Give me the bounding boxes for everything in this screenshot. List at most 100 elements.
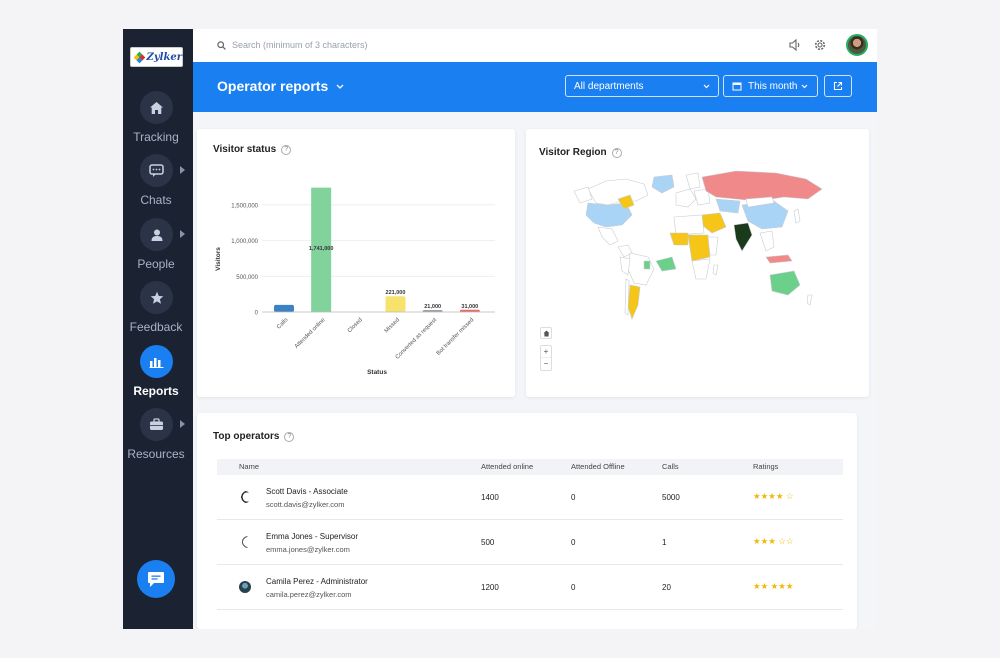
table-row[interactable]: Camila Perez - Administrator camila.pere… [217, 565, 843, 610]
export-button[interactable] [824, 75, 852, 97]
map-region-colombia [617, 244, 633, 258]
person-icon [140, 218, 173, 251]
map-region-canada-east [617, 194, 635, 210]
search-input[interactable]: Search (minimum of 3 characters) [217, 40, 368, 50]
map-region-central-africa [687, 234, 711, 262]
help-icon[interactable]: ? [281, 144, 292, 155]
report-header: Operator reports All departments This mo… [193, 62, 877, 112]
table-row[interactable]: Emma Jones - Supervisor emma.jones@zylke… [217, 520, 843, 565]
department-value: All departments [574, 80, 644, 92]
data-label: 221,000 [386, 290, 406, 296]
chat-icon [140, 154, 173, 187]
chevron-right-icon[interactable] [180, 420, 185, 428]
help-icon[interactable]: ? [611, 147, 622, 158]
column-header-name[interactable]: Name [239, 462, 260, 471]
column-header-attended-online[interactable]: Attended online [481, 462, 534, 471]
sidebar-item-label: Resources [127, 447, 185, 461]
rating-stars: ★★ ★★★ [753, 581, 794, 591]
speaker-icon[interactable] [788, 38, 802, 52]
x-tick-label: Bot transfer missed [436, 317, 476, 357]
map-region-usa [585, 202, 633, 228]
chevron-right-icon[interactable] [180, 166, 185, 174]
y-tick-label: 0 [255, 311, 259, 317]
app-window: Zylker Tracking Chats People [123, 29, 877, 629]
x-tick-label: Calls [276, 317, 289, 330]
help-icon[interactable]: ? [284, 431, 295, 442]
search-icon [217, 40, 226, 50]
map-region-peru [619, 256, 631, 276]
operator-avatar [239, 581, 251, 593]
map-region-east-africa [707, 236, 719, 256]
map-region-japan [793, 208, 801, 224]
top-operators-card: Top operators ? Name Attended online Att… [197, 413, 857, 629]
bar-missed [385, 296, 406, 312]
rating-stars: ★★★★ ☆ [753, 491, 794, 501]
period-dropdown[interactable]: This month [723, 75, 818, 97]
visitor-region-title: Visitor Region ? [539, 147, 622, 158]
map-region-middle-east [701, 212, 727, 234]
star-icon [140, 281, 173, 314]
calls-value: 1 [662, 538, 667, 547]
table-row[interactable]: Scott Davis - Associate scott.davis@zylk… [217, 475, 843, 520]
visitor-status-card: Visitor status ? 0 500,000 1,000,000 1,500,… [197, 129, 515, 397]
attended-online-value: 1200 [481, 583, 499, 592]
map-home-button[interactable] [540, 327, 552, 339]
sidebar-item-tracking[interactable]: Tracking [123, 91, 193, 151]
logo-text: Zylker [146, 51, 182, 63]
chevron-down-icon [703, 84, 710, 89]
operator-name: Camila Perez - Administrator [266, 577, 368, 586]
map-region-greenland [651, 174, 675, 194]
report-title-dropdown[interactable]: Operator reports [217, 78, 344, 94]
sidebar-item-label: Reports [133, 384, 179, 398]
zoom-in-button[interactable]: + [541, 346, 551, 358]
department-dropdown[interactable]: All departments [565, 75, 719, 97]
y-tick-label: 1,000,000 [231, 239, 258, 245]
table-header: Name Attended online Attended Offline Ca… [217, 459, 843, 475]
visitor-region-card: Visitor Region ? [526, 129, 869, 397]
map-region-china [741, 200, 789, 230]
x-tick-label: Closed [347, 317, 364, 334]
map-region-mongolia [745, 196, 775, 208]
map-region-alaska-green [643, 260, 651, 270]
gear-icon[interactable] [813, 38, 827, 52]
top-operators-title: Top operators ? [213, 431, 295, 442]
map-region-west-africa [669, 232, 689, 246]
sidebar-item-reports[interactable]: Reports [123, 345, 193, 405]
operator-email: scott.davis@zylker.com [266, 500, 345, 509]
attended-offline-value: 0 [571, 493, 576, 502]
chat-fab-button[interactable] [137, 560, 175, 598]
operator-avatar [239, 491, 251, 503]
map-region-india [733, 222, 753, 252]
chevron-down-icon [802, 84, 808, 88]
home-icon [543, 330, 549, 336]
user-avatar[interactable] [846, 34, 868, 56]
chevron-right-icon[interactable] [180, 230, 185, 238]
map-region-europe-east [693, 188, 711, 206]
map-zoom-controls: + − [540, 345, 552, 371]
operator-email: emma.jones@zylker.com [266, 545, 350, 554]
sidebar-item-resources[interactable]: Resources [123, 408, 193, 468]
calendar-icon [732, 82, 742, 91]
data-label: 21,000 [424, 304, 441, 310]
column-header-attended-offline[interactable]: Attended Offline [571, 462, 625, 471]
map-region-southeast-asia [759, 230, 775, 252]
y-tick-label: 500,000 [236, 275, 258, 281]
map-region-canada [587, 178, 649, 206]
sidebar-item-feedback[interactable]: Feedback [123, 281, 193, 341]
bar-calls [274, 304, 294, 312]
zylker-logo[interactable]: Zylker [130, 47, 183, 67]
column-header-ratings[interactable]: Ratings [753, 462, 779, 471]
x-tick-label: Missed [384, 317, 401, 334]
sidebar-item-people[interactable]: People [123, 218, 193, 278]
map-region-chile [624, 278, 630, 316]
top-bar: Search (minimum of 3 characters) [193, 29, 877, 62]
sidebar-item-chats[interactable]: Chats [123, 154, 193, 214]
column-header-calls[interactable]: Calls [662, 462, 679, 471]
x-tick-label: Attended online [294, 317, 327, 350]
zoom-out-button[interactable]: − [543, 359, 549, 368]
map-region-russia [701, 170, 823, 202]
operator-avatar [239, 536, 251, 548]
card-title-text: Visitor Region [539, 147, 607, 158]
data-label: 31,000 [461, 304, 478, 310]
map-region-argentina [627, 284, 641, 320]
